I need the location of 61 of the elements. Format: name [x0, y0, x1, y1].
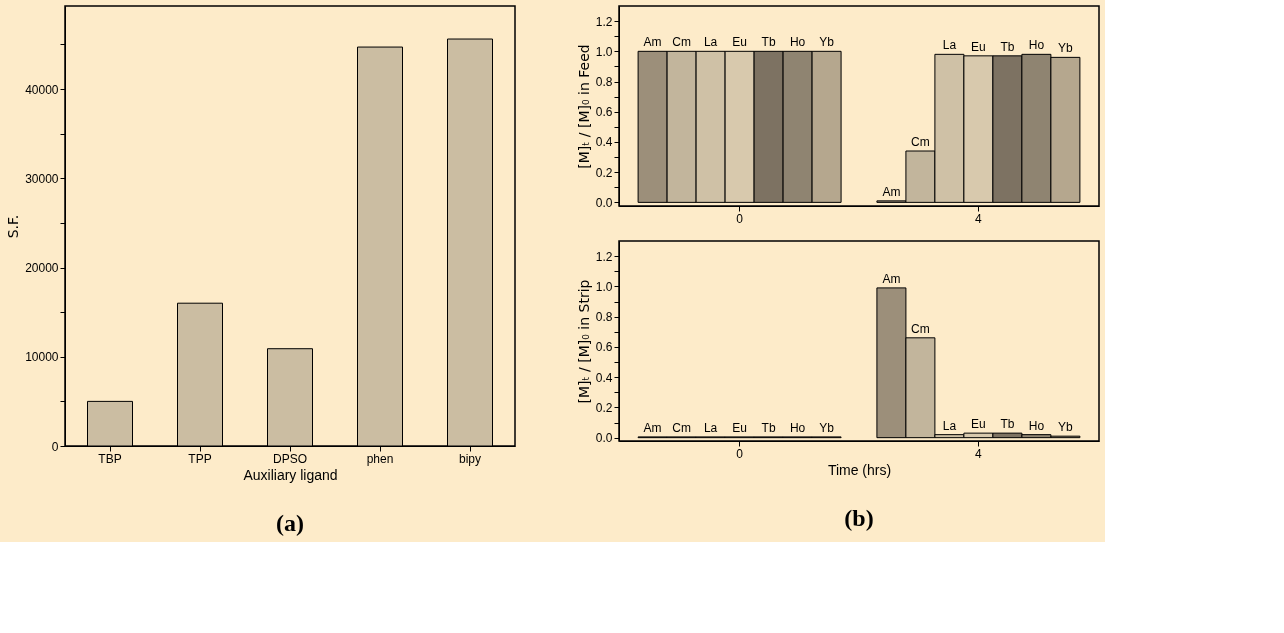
text: Tb [1000, 39, 1015, 54]
x-tick-label: 4 [975, 211, 983, 226]
x-tick-label: 0 [736, 446, 744, 461]
y-tick-label: 20000 [25, 261, 59, 275]
text: Yb [1058, 420, 1073, 435]
y-tick-label: 0.4 [595, 370, 613, 385]
x-tick-label: DPSO [272, 451, 308, 466]
series-label: Yb [819, 35, 835, 50]
y-tick-label: 0.0 [595, 431, 613, 446]
y-tick-label: 1.2 [595, 249, 613, 264]
series-label: Ho [789, 420, 806, 435]
text: Eu [971, 39, 986, 54]
text: Ho [1028, 418, 1045, 433]
y-axis-title: [M]ₜ / [M]₀ in Feed [575, 44, 592, 169]
y-tick-label: 10000 [25, 350, 59, 365]
y-axis-title: [M]ₜ / [M]₀ in Strip [575, 279, 592, 404]
text: Cm [911, 135, 930, 150]
y-tick-label: 0.6 [595, 340, 613, 355]
text: Am [882, 271, 901, 286]
y-tick-label: 1.2 [595, 14, 613, 29]
y-tick-label: 0.0 [595, 195, 613, 210]
series-label: La [703, 35, 718, 50]
series-label: Yb [819, 420, 835, 435]
y-tick-label: 0.8 [595, 75, 613, 90]
series-label: Ho [789, 35, 806, 50]
text: Cm [911, 321, 930, 336]
series-label: Eu [732, 35, 747, 50]
series-label: Cm [672, 35, 691, 50]
series-label: Am [643, 420, 662, 435]
series-label: Tb [761, 420, 776, 435]
y-tick-label: 30000 [25, 171, 59, 186]
y-tick-label: 1.0 [595, 44, 613, 59]
text: (a) [276, 510, 304, 536]
text: Am [882, 184, 901, 199]
x-tick-label: phen [366, 451, 394, 466]
y-tick-label: 0.6 [595, 105, 613, 120]
y-axis-title: S.F. [5, 214, 22, 239]
x-tick-label: bipy [458, 451, 482, 466]
x-tick-label: 4 [975, 446, 983, 461]
y-tick-label: 0.2 [595, 400, 613, 415]
text: (b) [844, 505, 874, 531]
y-tick-label: 1.0 [595, 279, 613, 294]
text: Tb [1000, 417, 1015, 432]
text: La [942, 418, 957, 433]
y-tick-label: 0.8 [595, 310, 613, 325]
text: Ho [1028, 38, 1045, 53]
x-axis-title: Auxiliary ligand [243, 466, 338, 483]
y-tick-label: 0.4 [595, 135, 613, 150]
y-tick-label: 40000 [25, 82, 59, 97]
x-tick-label: TBP [98, 451, 122, 466]
text: Yb [1058, 41, 1073, 56]
x-tick-label: TPP [188, 451, 212, 466]
series-label: Am [643, 35, 662, 50]
x-axis-title: Time (hrs) [827, 461, 892, 478]
series-label: Cm [672, 420, 691, 435]
series-label: Eu [732, 420, 747, 435]
text: Eu [971, 417, 986, 432]
series-label: Tb [761, 35, 776, 50]
y-tick-label: 0.2 [595, 165, 613, 180]
series-label: La [703, 420, 718, 435]
text: La [942, 38, 957, 53]
